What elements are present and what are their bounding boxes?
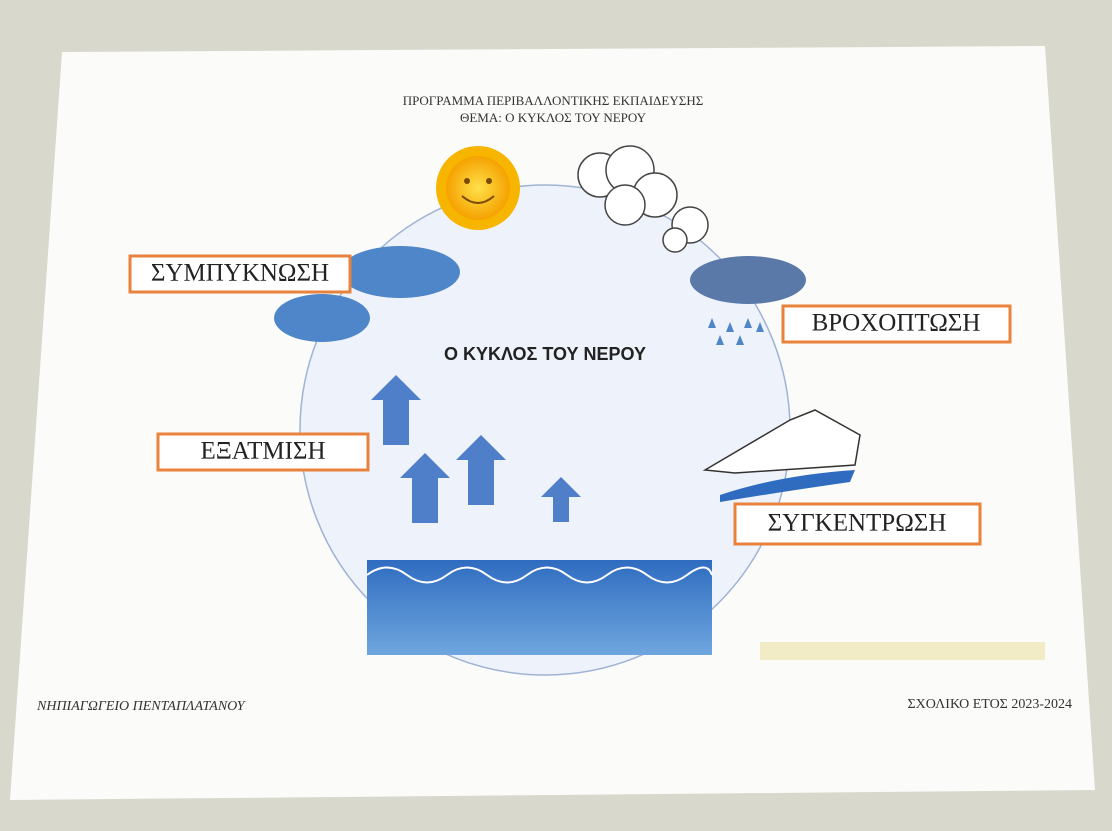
header-line: ΠΡΟΓΡΑΜΜΑ ΠΕΡΙΒΑΛΛΟΝΤΙΚΗΣ ΕΚΠΑΙΔΕΥΣΗΣ bbox=[403, 93, 704, 108]
footer-left: ΝΗΠΙΑΓΩΓΕΙΟ ΠΕΝΤΑΠΛΑΤΑΝΟΥ bbox=[36, 699, 247, 714]
header-line: ΘΕΜΑ: Ο ΚΥΚΛΟΣ ΤΟΥ ΝΕΡΟΥ bbox=[460, 110, 647, 125]
stage-label: ΣΥΜΠΥΚΝΩΣΗ bbox=[151, 260, 329, 287]
sea bbox=[367, 560, 712, 655]
stage-label: ΣΥΓΚΕΝΤΡΩΣΗ bbox=[768, 510, 947, 537]
center-title: Ο ΚΥΚΛΟΣ ΤΟΥ ΝΕΡΟΥ bbox=[444, 344, 646, 364]
stage-label: ΒΡΟΧΟΠΤΩΣΗ bbox=[812, 310, 981, 337]
tape bbox=[760, 642, 1045, 660]
poster-photo: ΠΡΟΓΡΑΜΜΑ ΠΕΡΙΒΑΛΛΟΝΤΙΚΗΣ ΕΚΠΑΙΔΕΥΣΗΣ ΘΕ… bbox=[0, 0, 1112, 831]
stage-label: ΕΞΑΤΜΙΣΗ bbox=[200, 438, 325, 465]
sun bbox=[436, 146, 520, 230]
footer-right: ΣΧΟΛΙΚΟ ΕΤΟΣ 2023-2024 bbox=[907, 697, 1072, 712]
